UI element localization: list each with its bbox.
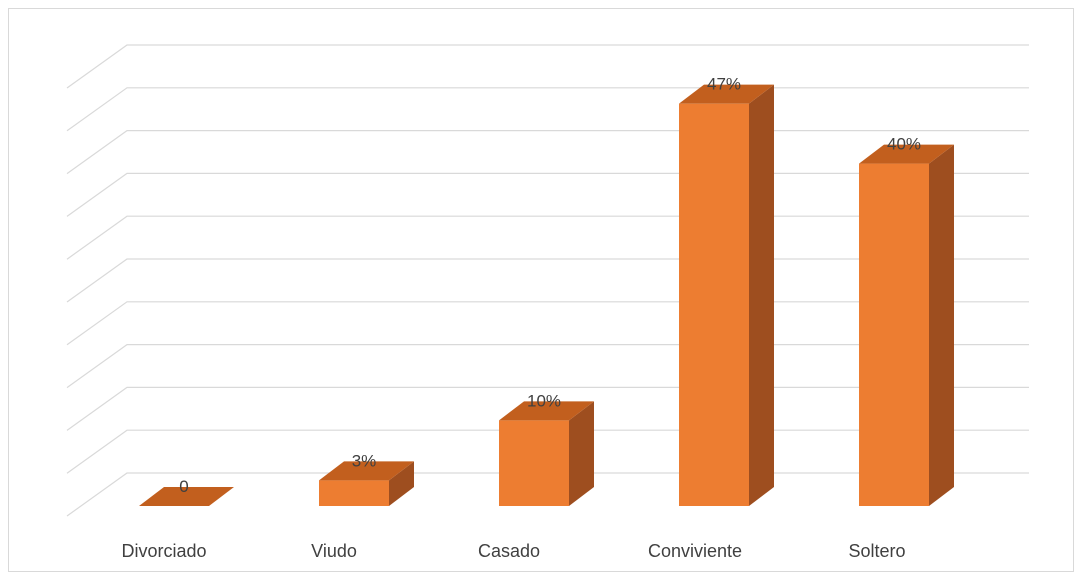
chart-frame: 0 3% 10% 47% 40% Divorciado Viudo Casado Conviv…	[8, 8, 1074, 572]
bar-viudo	[319, 461, 414, 506]
data-labels: 0 3% 10% 47% 40%	[179, 75, 921, 496]
bar-top	[679, 84, 774, 104]
tick-label-casado: Casado	[478, 541, 540, 561]
bar-top	[859, 144, 954, 164]
data-label-soltero: 40%	[887, 135, 921, 154]
bar-side	[749, 84, 774, 507]
bar-conviviente	[679, 84, 774, 507]
tick-label-divorciado: Divorciado	[121, 541, 206, 561]
bars	[139, 84, 954, 507]
bar-front	[499, 420, 569, 506]
bar-front	[679, 103, 749, 507]
data-label-divorciado: 0	[179, 477, 188, 496]
tick-label-conviviente: Conviviente	[648, 541, 742, 561]
bar-divorciado	[139, 487, 234, 506]
gridline	[66, 87, 1029, 132]
tick-label-soltero: Soltero	[848, 541, 905, 561]
bar-front	[859, 163, 929, 506]
bar-chart: 0 3% 10% 47% 40% Divorciado Viudo Casado Conviv…	[66, 44, 1029, 561]
bar-front	[319, 480, 389, 506]
data-label-conviviente: 47%	[707, 75, 741, 94]
bar-side	[389, 461, 414, 506]
bar-casado	[499, 401, 594, 506]
gridline	[66, 44, 1029, 89]
bar-top	[499, 401, 594, 421]
bar-top	[139, 487, 234, 506]
bar-side	[569, 401, 594, 506]
bar-side	[929, 144, 954, 506]
data-label-casado: 10%	[527, 391, 561, 410]
tick-label-viudo: Viudo	[311, 541, 357, 561]
bar-soltero	[859, 144, 954, 506]
bar-top	[319, 461, 414, 481]
data-label-viudo: 3%	[352, 451, 377, 470]
category-axis: Divorciado Viudo Casado Conviviente Soltero	[121, 541, 905, 561]
